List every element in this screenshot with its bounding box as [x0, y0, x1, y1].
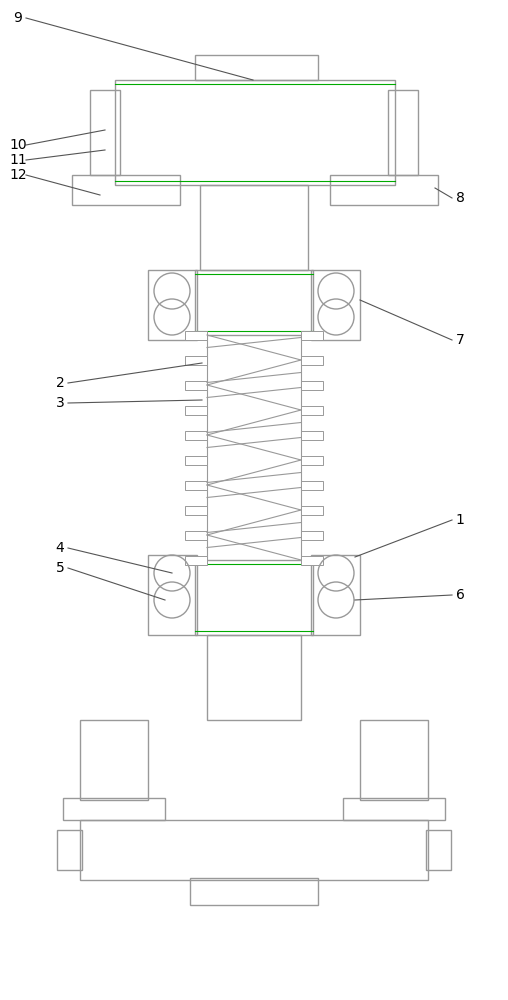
Bar — [90, 90, 120, 175]
Bar — [301, 430, 323, 440]
Bar — [330, 175, 438, 205]
Bar — [301, 481, 323, 489]
Bar — [343, 798, 445, 820]
Bar — [301, 406, 323, 414]
Bar — [301, 356, 323, 364]
Bar — [115, 80, 395, 185]
Bar — [311, 555, 360, 635]
Bar — [301, 506, 323, 514]
Bar — [185, 430, 207, 440]
Text: 5: 5 — [55, 561, 65, 575]
Bar — [185, 380, 207, 389]
Bar — [190, 878, 318, 905]
Bar — [200, 185, 308, 270]
Bar — [185, 530, 207, 540]
Bar — [148, 270, 197, 340]
Bar — [185, 556, 207, 564]
Bar — [148, 555, 197, 635]
Bar — [301, 380, 323, 389]
Text: 12: 12 — [9, 168, 27, 182]
Bar — [360, 720, 428, 800]
Bar — [301, 456, 323, 464]
Text: 3: 3 — [55, 396, 65, 410]
Bar — [388, 90, 418, 175]
Text: 1: 1 — [456, 513, 464, 527]
Bar — [301, 330, 323, 340]
Text: 8: 8 — [456, 191, 464, 205]
Bar — [80, 720, 148, 800]
Text: 10: 10 — [9, 138, 27, 152]
Bar — [301, 530, 323, 540]
Bar — [185, 406, 207, 414]
Bar — [311, 270, 360, 340]
Bar — [195, 560, 313, 635]
Bar — [72, 175, 180, 205]
Bar — [195, 55, 318, 80]
Bar — [185, 506, 207, 514]
Bar — [80, 820, 428, 880]
Bar — [195, 270, 313, 335]
Text: 6: 6 — [456, 588, 464, 602]
Text: 7: 7 — [456, 333, 464, 347]
Bar — [63, 798, 165, 820]
Bar — [301, 556, 323, 564]
Text: 9: 9 — [14, 11, 22, 25]
Bar — [185, 456, 207, 464]
Text: 11: 11 — [9, 153, 27, 167]
Bar — [185, 481, 207, 489]
Bar — [57, 830, 82, 870]
Bar — [426, 830, 451, 870]
Text: 4: 4 — [55, 541, 65, 555]
Text: 2: 2 — [55, 376, 65, 390]
Bar — [185, 330, 207, 340]
Bar — [207, 635, 301, 720]
Bar — [185, 356, 207, 364]
